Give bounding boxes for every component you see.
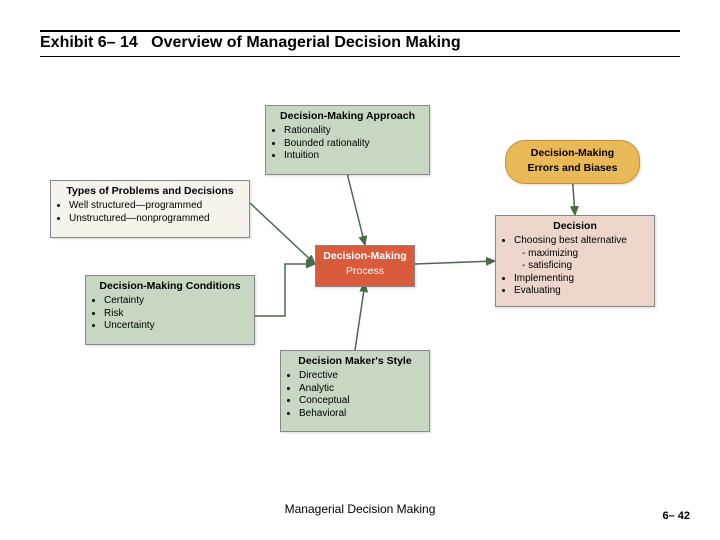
bullet: Evaluating bbox=[514, 285, 648, 298]
bullet: Directive bbox=[299, 370, 423, 383]
diagram-canvas: Decision-Making Approach RationalityBound… bbox=[40, 80, 680, 480]
bullet: Bounded rationality bbox=[284, 138, 423, 151]
box-title: Decision Maker's Style bbox=[287, 355, 423, 368]
sub-bullet: - satisficing bbox=[514, 260, 648, 273]
exhibit-title: Exhibit 6– 14 Overview of Managerial Dec… bbox=[40, 34, 680, 52]
box-approach: Decision-Making Approach RationalityBound… bbox=[265, 105, 430, 175]
bullet: Certainty bbox=[104, 295, 248, 308]
box-title: Types of Problems and Decisions bbox=[57, 185, 243, 198]
box-title: Decision bbox=[502, 220, 648, 233]
bullet: Behavioral bbox=[299, 408, 423, 421]
box-errors: Decision-Making Errors and Biases bbox=[505, 140, 640, 184]
footer-caption: Managerial Decision Making bbox=[0, 502, 720, 516]
bullet: Conceptual bbox=[299, 395, 423, 408]
box-bullets: DirectiveAnalyticConceptualBehavioral bbox=[287, 370, 423, 420]
box-decision: Decision Choosing best alternative- maxim… bbox=[495, 215, 655, 307]
box-style: Decision Maker's Style DirectiveAnalyticC… bbox=[280, 350, 430, 432]
box-bullets: RationalityBounded rationalityIntuition bbox=[272, 125, 423, 163]
bullet: Risk bbox=[104, 308, 248, 321]
box-bullets: CertaintyRiskUncertainty bbox=[92, 295, 248, 333]
box-title: Decision-Making Conditions bbox=[92, 280, 248, 293]
box-process: Decision-Making Process bbox=[315, 245, 415, 287]
box-bullets: Well structured—programmedUnstructured—n… bbox=[57, 200, 243, 225]
bullet: Unstructured—nonprogrammed bbox=[69, 213, 243, 226]
bullet: Implementing bbox=[514, 273, 648, 286]
arrow bbox=[250, 203, 315, 264]
arrow bbox=[255, 264, 315, 316]
box-subtitle: Process bbox=[322, 265, 408, 278]
arrow bbox=[415, 261, 495, 264]
bullet: Analytic bbox=[299, 383, 423, 396]
box-bullets: Choosing best alternative- maximizing- s… bbox=[502, 235, 648, 298]
bullet: Choosing best alternative bbox=[514, 235, 648, 248]
exhibit-text: Overview of Managerial Decision Making bbox=[151, 34, 460, 51]
arrow bbox=[355, 283, 365, 350]
bullet: Uncertainty bbox=[104, 320, 248, 333]
arrow bbox=[348, 175, 366, 245]
page-number: 6– 42 bbox=[662, 510, 690, 522]
exhibit-label: Exhibit 6– 14 bbox=[40, 34, 138, 51]
box-types: Types of Problems and Decisions Well stru… bbox=[50, 180, 250, 238]
sub-bullet: - maximizing bbox=[514, 248, 648, 261]
box-title: Decision-Making bbox=[322, 250, 408, 263]
arrow bbox=[573, 180, 576, 215]
box-title: Decision-Making bbox=[512, 147, 633, 160]
bullet: Intuition bbox=[284, 150, 423, 163]
bullet: Rationality bbox=[284, 125, 423, 138]
bullet: Well structured—programmed bbox=[69, 200, 243, 213]
box-title: Decision-Making Approach bbox=[272, 110, 423, 123]
box-title-2: Errors and Biases bbox=[512, 162, 633, 175]
exhibit-title-bar: Exhibit 6– 14 Overview of Managerial Dec… bbox=[40, 30, 680, 57]
box-conditions: Decision-Making Conditions CertaintyRiskU… bbox=[85, 275, 255, 345]
